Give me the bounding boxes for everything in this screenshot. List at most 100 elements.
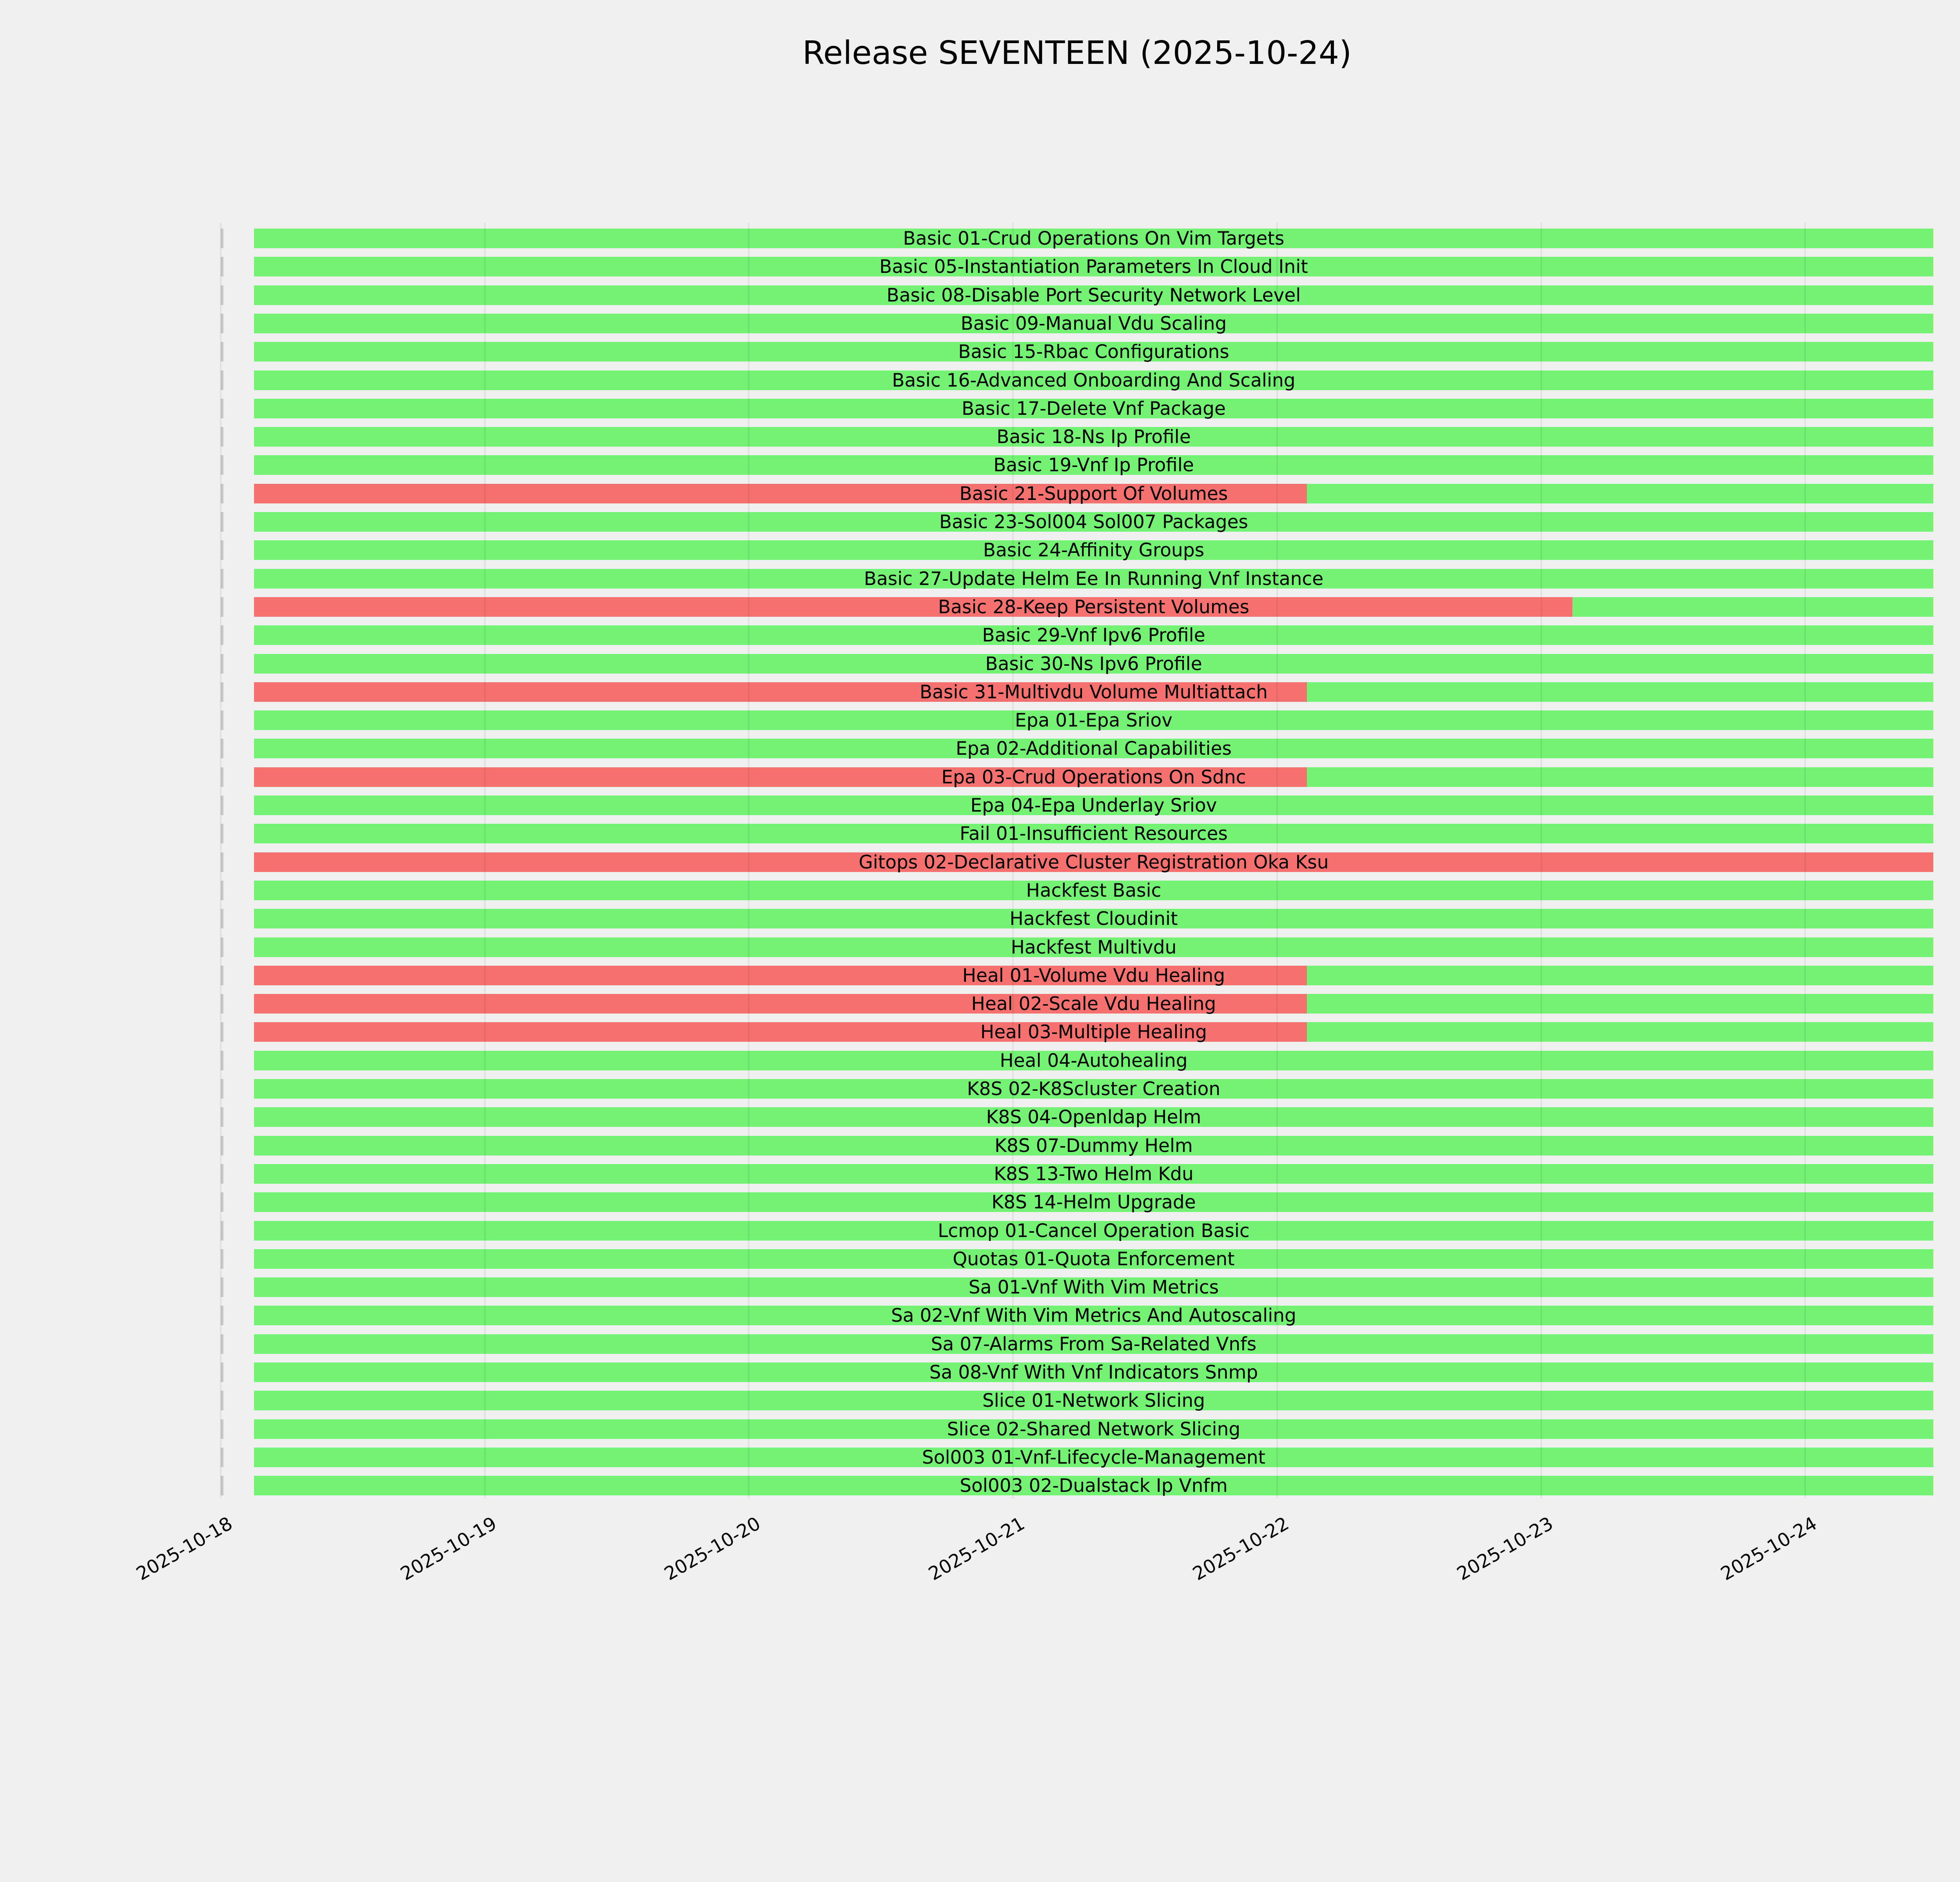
task-label: Sol003 02-Dualstack Ip Vnfm (960, 1475, 1228, 1497)
ytick-dash (221, 994, 223, 1014)
task-bar (254, 1362, 1933, 1382)
task-label: Basic 31-Multivdu Volume Multiattach (919, 681, 1268, 703)
task-label: Basic 18-Ns Ip Profile (996, 426, 1191, 448)
ytick-dash (221, 909, 223, 928)
task-label: Basic 28-Keep Persistent Volumes (938, 596, 1249, 618)
task-label: Sa 02-Vnf With Vim Metrics And Autoscali… (891, 1305, 1296, 1326)
ytick-dash (221, 1051, 223, 1070)
task-bar (254, 966, 1933, 985)
task-label: Basic 23-Sol004 Sol007 Packages (939, 511, 1249, 533)
task-label: Epa 04-Epa Underlay Sriov (970, 795, 1217, 816)
ytick-dash (221, 1476, 223, 1495)
task-bar (254, 257, 1933, 276)
ytick-dash (221, 455, 223, 475)
task-label: Heal 04-Autohealing (1000, 1050, 1188, 1072)
task-bar (254, 909, 1933, 928)
day-gridline (1804, 223, 1806, 1499)
task-label: Hackfest Basic (1026, 880, 1161, 901)
task-bar (254, 739, 1933, 758)
ytick-dash (221, 625, 223, 645)
task-bar (254, 682, 1933, 702)
task-label: Basic 27-Update Helm Ee In Running Vnf I… (864, 568, 1324, 590)
task-bar (254, 881, 1933, 900)
task-bar-fail-segment (254, 682, 1307, 702)
task-label: Slice 01-Network Slicing (982, 1390, 1205, 1412)
task-bar-fail-segment (254, 852, 1933, 872)
task-bar-fail-segment (254, 484, 1307, 503)
ytick-dash (221, 1249, 223, 1269)
ytick-dash (221, 484, 223, 503)
ytick-dash (221, 427, 223, 447)
ytick-dash (221, 399, 223, 418)
task-bar (254, 710, 1933, 730)
task-bar (254, 1334, 1933, 1354)
ytick-dash (221, 597, 223, 617)
task-label: Basic 30-Ns Ipv6 Profile (985, 653, 1202, 675)
day-gridline (1276, 223, 1278, 1499)
ytick-dash (221, 1079, 223, 1099)
task-label: Basic 19-Vnf Ip Profile (993, 454, 1194, 476)
task-label: Heal 02-Scale Vdu Healing (971, 993, 1216, 1015)
ytick-dash (221, 710, 223, 730)
task-bar (254, 455, 1933, 475)
task-label: K8S 02-K8Scluster Creation (967, 1078, 1221, 1100)
task-bar-fail-segment (254, 994, 1307, 1014)
task-label: K8S 13-Two Helm Kdu (994, 1163, 1194, 1185)
ytick-dash (221, 540, 223, 560)
task-label: Heal 03-Multiple Healing (980, 1021, 1207, 1043)
ytick-dash (221, 1107, 223, 1127)
ytick-dash (221, 767, 223, 787)
task-bar (254, 1221, 1933, 1241)
task-bar (254, 1079, 1933, 1099)
task-bar (254, 1391, 1933, 1410)
task-bar (254, 484, 1933, 503)
day-gridline (1012, 223, 1014, 1499)
task-bar (254, 1306, 1933, 1325)
ytick-dash (221, 257, 223, 276)
task-bar (254, 597, 1933, 617)
task-label: Fail 01-Insufficient Resources (960, 823, 1228, 845)
task-bar (254, 1051, 1933, 1070)
xtick-label: 2025-10-22 (1189, 1513, 1293, 1585)
ytick-dash (221, 966, 223, 985)
xtick-label: 2025-10-19 (397, 1513, 501, 1585)
task-label: Basic 17-Delete Vnf Package (962, 398, 1226, 420)
task-label: Slice 02-Shared Network Slicing (947, 1419, 1241, 1440)
ytick-dash (221, 342, 223, 362)
task-label: Basic 24-Affinity Groups (983, 540, 1205, 561)
task-label: Hackfest Cloudinit (1009, 908, 1178, 930)
task-bar-fail-segment (254, 966, 1307, 985)
ytick-dash (221, 1306, 223, 1325)
chart-title: Release SEVENTEEN (2025-10-24) (802, 35, 1352, 72)
task-bar (254, 371, 1933, 390)
ytick-dash (221, 229, 223, 248)
ytick-dash (221, 682, 223, 702)
ytick-dash (221, 1277, 223, 1297)
ytick-dash (221, 1136, 223, 1155)
ytick-dash (221, 285, 223, 305)
task-label: Sol003 01-Vnf-Lifecycle-Management (922, 1447, 1265, 1468)
task-label: Basic 08-Disable Port Security Network L… (886, 285, 1301, 306)
task-bar (254, 852, 1933, 872)
ytick-dash (221, 1221, 223, 1241)
task-bar-fail-segment (254, 1022, 1307, 1042)
xtick-label: 2025-10-21 (925, 1513, 1029, 1585)
task-bar (254, 1277, 1933, 1297)
task-bar (254, 1164, 1933, 1184)
task-bar (254, 1249, 1933, 1269)
task-label: Epa 03-Crud Operations On Sdnc (941, 767, 1246, 788)
task-bar (254, 285, 1933, 305)
task-label: Lcmop 01-Cancel Operation Basic (938, 1220, 1250, 1242)
ytick-dash (221, 1362, 223, 1382)
day-gridline (748, 223, 750, 1499)
ytick-dash (221, 796, 223, 815)
ytick-dash (221, 937, 223, 957)
task-bar (254, 796, 1933, 815)
task-bar (254, 937, 1933, 957)
ytick-dash (221, 654, 223, 674)
task-bar (254, 342, 1933, 362)
task-label: Hackfest Multivdu (1011, 937, 1177, 958)
task-label: Sa 01-Vnf With Vim Metrics (968, 1277, 1219, 1298)
ytick-dash (221, 852, 223, 872)
task-bar (254, 314, 1933, 333)
